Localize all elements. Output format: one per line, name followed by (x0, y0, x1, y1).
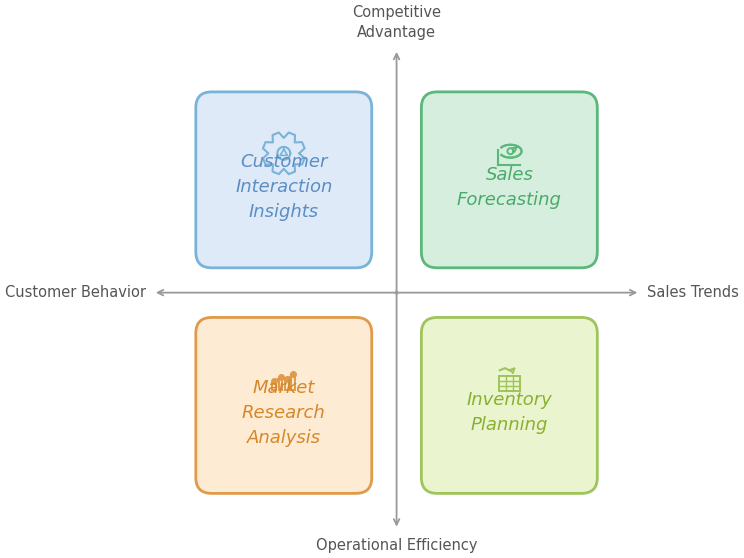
Text: Inventory
Planning: Inventory Planning (466, 392, 552, 435)
Text: Operational Efficiency: Operational Efficiency (315, 538, 478, 554)
Text: Competitive
Advantage: Competitive Advantage (352, 5, 441, 40)
FancyBboxPatch shape (196, 92, 372, 268)
Text: Customer
Interaction
Insights: Customer Interaction Insights (235, 153, 333, 222)
Bar (272, 383, 276, 389)
Text: Sales Trends: Sales Trends (647, 285, 739, 300)
Text: Customer Behavior: Customer Behavior (5, 285, 146, 300)
Text: Sales
Forecasting: Sales Forecasting (457, 166, 562, 209)
Bar (285, 381, 289, 389)
Text: Market
Research
Analysis: Market Research Analysis (242, 379, 326, 447)
FancyBboxPatch shape (421, 318, 597, 493)
Bar (279, 378, 283, 389)
FancyBboxPatch shape (421, 92, 597, 268)
Bar (498, 376, 520, 391)
FancyBboxPatch shape (196, 318, 372, 493)
Bar (292, 376, 295, 389)
